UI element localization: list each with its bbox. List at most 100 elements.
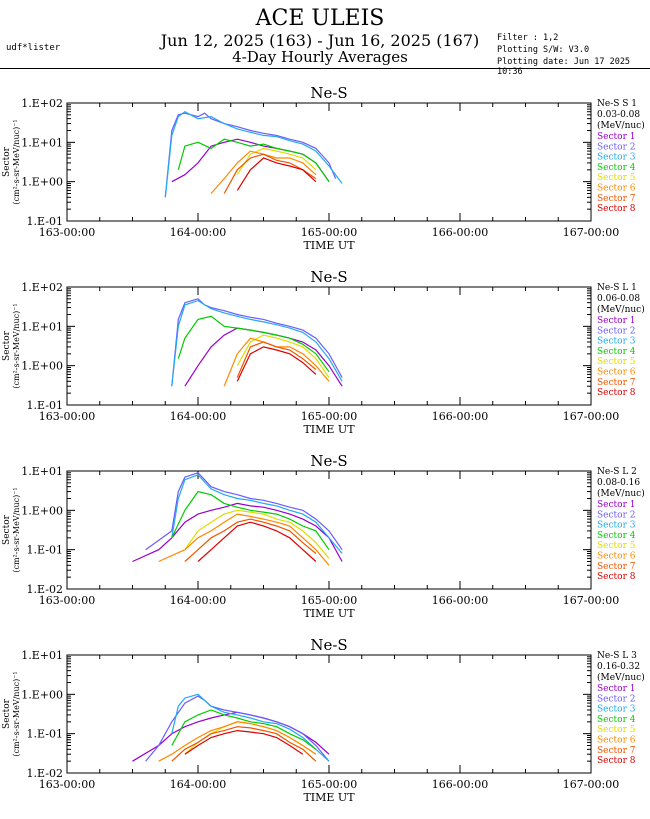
plot-frame bbox=[66, 286, 592, 406]
legend-entry-sector-5: Sector 5 bbox=[597, 725, 636, 735]
software-label: Plotting S/W: V3.0 bbox=[497, 45, 590, 55]
series-line-sector-4 bbox=[171, 709, 317, 750]
series-line-sector-2 bbox=[164, 112, 337, 198]
y-tick-label: 1.E-01 bbox=[27, 215, 63, 228]
header-rule bbox=[0, 68, 650, 69]
series-line-sector-5 bbox=[184, 509, 330, 559]
y-tick-label: 1.E+01 bbox=[21, 136, 63, 149]
legend-header: Ne-S L 2 bbox=[597, 467, 637, 477]
page-header: ACE ULEIS Jun 12, 2025 (163) - Jun 16, 2… bbox=[0, 0, 650, 77]
plot-frame bbox=[66, 470, 592, 590]
legend-entry-sector-6: Sector 6 bbox=[597, 184, 636, 194]
y-tick-label: 1.E+00 bbox=[21, 504, 63, 517]
y-tick-label: 1.E+01 bbox=[21, 320, 63, 333]
legend-entry-sector-5: Sector 5 bbox=[597, 357, 636, 367]
legend-entry-sector-4: Sector 4 bbox=[597, 715, 636, 725]
legend-entry-sector-5: Sector 5 bbox=[597, 541, 636, 551]
chart-title: Ne-S bbox=[310, 84, 347, 102]
legend-entry-sector-6: Sector 6 bbox=[597, 552, 636, 562]
legend-entry-sector-3: Sector 3 bbox=[597, 153, 636, 163]
legend-entry-sector-1: Sector 1 bbox=[597, 684, 635, 694]
y-tick-label: 1.E+00 bbox=[21, 360, 63, 373]
legend-header: 0.16-0.32 bbox=[597, 662, 640, 672]
y-axis-units: (cm²-s-sr-MeV/nuc)⁻¹ bbox=[12, 487, 21, 572]
y-tick-label: 1.E-01 bbox=[27, 544, 63, 557]
legend-entry-sector-7: Sector 7 bbox=[597, 746, 636, 756]
legend-header: Ne-S S 1 bbox=[597, 99, 637, 109]
legend-entry-sector-5: Sector 5 bbox=[597, 173, 636, 183]
legend-entry-sector-1: Sector 1 bbox=[597, 132, 635, 142]
y-axis-label: Sector bbox=[2, 146, 12, 177]
series-line-sector-8 bbox=[236, 346, 317, 382]
x-tick-label: 165-00:00 bbox=[301, 226, 357, 239]
legend-entry-sector-3: Sector 3 bbox=[597, 521, 636, 531]
legend-entry-sector-6: Sector 6 bbox=[597, 736, 636, 746]
series-line-sector-2 bbox=[145, 695, 330, 762]
legend-entry-sector-1: Sector 1 bbox=[597, 500, 635, 510]
plot-frame bbox=[66, 102, 592, 222]
x-tick-label: 167-00:00 bbox=[563, 410, 619, 423]
plot-date-label: Plotting date: Jun 17 2025 10:36 bbox=[497, 57, 631, 77]
series-line-sector-7 bbox=[184, 518, 317, 562]
series-line-sector-7 bbox=[236, 341, 317, 378]
series-line-sector-3 bbox=[171, 299, 343, 387]
chart-title: Ne-S bbox=[310, 636, 347, 654]
series-line-sector-1 bbox=[132, 711, 330, 762]
legend-entry-sector-7: Sector 7 bbox=[597, 378, 636, 388]
legend-entry-sector-8: Sector 8 bbox=[597, 572, 636, 582]
series-line-sector-5 bbox=[236, 147, 317, 176]
series-line-sector-8 bbox=[197, 521, 317, 562]
legend-header: (MeV/nuc) bbox=[597, 304, 645, 315]
y-axis-units: (cm²-s-sr-MeV/nuc)⁻¹ bbox=[12, 119, 21, 204]
series-line-sector-8 bbox=[184, 729, 304, 755]
lister-label: udf*lister bbox=[6, 43, 61, 53]
series-line-sector-3 bbox=[171, 693, 330, 762]
x-tick-label: 166-00:00 bbox=[432, 778, 488, 791]
x-axis-label: TIME UT bbox=[303, 239, 355, 252]
legend-entry-sector-2: Sector 2 bbox=[597, 510, 635, 520]
chart-title: Ne-S bbox=[310, 268, 347, 286]
series-line-sector-6 bbox=[158, 721, 317, 762]
series-line-sector-8 bbox=[236, 157, 317, 191]
series-line-sector-2 bbox=[145, 472, 343, 551]
legend-entry-sector-7: Sector 7 bbox=[597, 562, 636, 572]
x-tick-label: 167-00:00 bbox=[563, 594, 619, 607]
y-tick-label: 1.E+01 bbox=[21, 649, 63, 662]
x-tick-label: 163-00:00 bbox=[39, 594, 95, 607]
legend-entry-sector-8: Sector 8 bbox=[597, 388, 636, 398]
series-line-sector-7 bbox=[171, 726, 317, 762]
y-tick-label: 1.E-02 bbox=[27, 767, 63, 780]
page-subtitle: 4-Day Hourly Averages bbox=[232, 48, 408, 66]
legend-entry-sector-1: Sector 1 bbox=[597, 316, 635, 326]
x-tick-label: 164-00:00 bbox=[170, 778, 226, 791]
date-range: Jun 12, 2025 (163) - Jun 16, 2025 (167) bbox=[160, 31, 480, 50]
x-tick-label: 167-00:00 bbox=[563, 778, 619, 791]
series-line-sector-3 bbox=[171, 474, 343, 554]
y-tick-label: 1.E+02 bbox=[21, 97, 63, 110]
series-line-sector-2 bbox=[171, 298, 343, 387]
y-axis-units: (cm²-s-sr-MeV/nuc)⁻¹ bbox=[12, 303, 21, 388]
x-tick-label: 167-00:00 bbox=[563, 226, 619, 239]
legend-entry-sector-2: Sector 2 bbox=[597, 142, 635, 152]
chart-panel-2: Ne-S 1.E-01 1.E+00 1.E+01 1.E+02 163-00:00 164… bbox=[2, 268, 645, 436]
x-tick-label: 164-00:00 bbox=[170, 226, 226, 239]
legend-header: (MeV/nuc) bbox=[597, 672, 645, 683]
x-tick-label: 166-00:00 bbox=[432, 594, 488, 607]
y-tick-label: 1.E-02 bbox=[27, 583, 63, 596]
y-tick-label: 1.E+02 bbox=[21, 281, 63, 294]
x-axis-label: TIME UT bbox=[303, 791, 355, 804]
legend-header: Ne-S L 1 bbox=[597, 283, 637, 293]
legend-header: (MeV/nuc) bbox=[597, 120, 645, 131]
legend-entry-sector-3: Sector 3 bbox=[597, 705, 636, 715]
legend-entry-sector-4: Sector 4 bbox=[597, 531, 636, 541]
x-tick-label: 163-00:00 bbox=[39, 410, 95, 423]
x-axis-label: TIME UT bbox=[303, 423, 355, 436]
x-tick-label: 165-00:00 bbox=[301, 594, 357, 607]
chart-panel-4: Ne-S 1.E-02 1.E-01 1.E+00 1.E+01 163-00:00 164… bbox=[2, 636, 645, 804]
x-axis-label: TIME UT bbox=[303, 607, 355, 620]
series-line-sector-3 bbox=[164, 110, 343, 198]
y-tick-label: 1.E-01 bbox=[27, 728, 63, 741]
chart-panel-3: Ne-S 1.E-02 1.E-01 1.E+00 1.E+01 163-00:00 164… bbox=[2, 452, 645, 620]
page-title: ACE ULEIS bbox=[255, 6, 385, 31]
